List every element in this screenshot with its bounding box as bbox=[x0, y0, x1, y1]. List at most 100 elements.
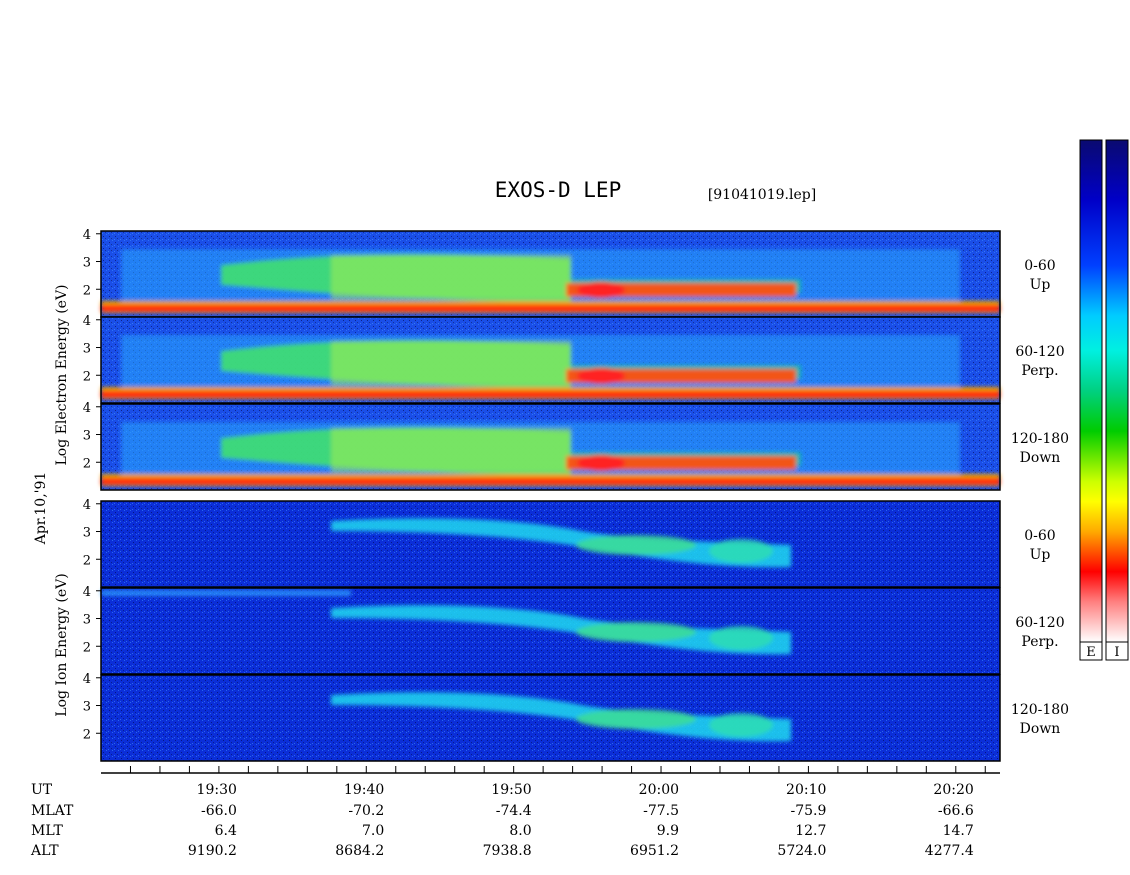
panel-spectrum bbox=[101, 422, 1000, 486]
colorbar bbox=[1079, 139, 1103, 643]
colorbar-label-box bbox=[1079, 641, 1103, 661]
y-tick-label: 3 bbox=[83, 526, 91, 541]
yellow-green-band bbox=[331, 255, 571, 299]
row-value: 14.7 bbox=[943, 823, 974, 839]
row-value: -66.0 bbox=[201, 803, 237, 819]
band-label: 0-60 bbox=[1024, 258, 1055, 274]
low-energy-band-core bbox=[101, 391, 1000, 398]
row-value: 20:20 bbox=[933, 782, 973, 798]
direction-label: Down bbox=[1020, 450, 1061, 466]
electron-ylabel: Log Electron Energy (eV) bbox=[54, 284, 70, 465]
row-label: MLAT bbox=[31, 803, 74, 819]
row-value: 8684.2 bbox=[335, 843, 384, 859]
row-value: -75.9 bbox=[791, 803, 827, 819]
row-value: 19:30 bbox=[197, 782, 237, 798]
y-tick-label: 4 bbox=[83, 228, 91, 243]
direction-label: Perp. bbox=[1021, 363, 1058, 379]
chart-title: EXOS-D LEP bbox=[495, 178, 621, 202]
direction-label: Down bbox=[1020, 721, 1061, 737]
band-label: 0-60 bbox=[1024, 528, 1055, 544]
row-value: 19:50 bbox=[491, 782, 531, 798]
y-tick-label: 2 bbox=[83, 456, 91, 471]
row-label: UT bbox=[31, 782, 53, 798]
panel-frame bbox=[100, 316, 1001, 404]
ion-green-patch bbox=[576, 535, 696, 555]
row-value: 6951.2 bbox=[630, 843, 679, 859]
row-value: 7938.8 bbox=[483, 843, 532, 859]
panel-frame bbox=[100, 587, 1001, 675]
direction-label: Up bbox=[1030, 547, 1051, 563]
ion-green-patch bbox=[709, 539, 773, 563]
ion-green-patch bbox=[709, 626, 773, 650]
panel-noise bbox=[101, 501, 1000, 587]
spectrogram-panel: 4 3 2 0-60 Up bbox=[83, 498, 1056, 588]
row-value: -77.5 bbox=[643, 803, 679, 819]
y-tick-label: 4 bbox=[83, 401, 91, 416]
row-value: 6.4 bbox=[215, 823, 237, 839]
panel-frame bbox=[100, 500, 1001, 588]
yellow-green-band bbox=[331, 428, 571, 472]
red-feature bbox=[566, 369, 796, 383]
band-label: 120-180 bbox=[1011, 431, 1069, 447]
panel-spectrum bbox=[331, 692, 791, 742]
red-spot bbox=[577, 282, 625, 298]
row-value: 20:10 bbox=[786, 782, 826, 798]
band-label: 60-120 bbox=[1015, 615, 1064, 631]
row-label: MLT bbox=[31, 823, 63, 839]
y-tick-label: 3 bbox=[83, 700, 91, 715]
band-label: 60-120 bbox=[1015, 344, 1064, 360]
low-energy-band-core bbox=[101, 305, 1000, 312]
band-label: 120-180 bbox=[1011, 702, 1069, 718]
row-value: 12.7 bbox=[795, 823, 826, 839]
y-tick-label: 3 bbox=[83, 429, 91, 444]
row-value: -70.2 bbox=[348, 803, 384, 819]
row-value: 9190.2 bbox=[188, 843, 237, 859]
y-tick-label: 4 bbox=[83, 585, 91, 600]
direction-label: Perp. bbox=[1021, 634, 1058, 650]
y-tick-label: 4 bbox=[83, 314, 91, 329]
panel-spectrum bbox=[331, 518, 791, 568]
ion-cyan-band bbox=[331, 518, 791, 568]
row-value: 8.0 bbox=[509, 823, 531, 839]
panel-spectrum bbox=[101, 590, 791, 655]
panel-noise bbox=[101, 588, 1000, 674]
y-tick-label: 2 bbox=[83, 283, 91, 298]
colorbar-label: E bbox=[1086, 645, 1096, 660]
low-energy-band-core bbox=[101, 478, 1000, 485]
ion-edge-band bbox=[101, 590, 351, 596]
red-spot bbox=[577, 455, 625, 471]
red-feature bbox=[566, 283, 796, 297]
spectrogram-panel: 4 3 2 120-180 Down bbox=[83, 401, 1069, 491]
spectrogram-panel: 4 3 2 0-60 Up bbox=[83, 228, 1056, 318]
colorbar-label-box bbox=[1105, 641, 1129, 661]
y-tick-label: 4 bbox=[83, 498, 91, 513]
y-tick-label: 2 bbox=[83, 553, 91, 568]
ion-cyan-band bbox=[331, 605, 791, 655]
panel-spectrum bbox=[101, 335, 1000, 399]
red-feature bbox=[566, 456, 796, 470]
row-value: 20:00 bbox=[639, 782, 679, 798]
y-tick-label: 2 bbox=[83, 369, 91, 384]
panel-noise bbox=[101, 675, 1000, 761]
colorbar bbox=[1105, 139, 1129, 643]
file-name: [91041019.lep] bbox=[708, 187, 816, 203]
ion-ylabel: Log Ion Energy (eV) bbox=[54, 573, 70, 716]
row-value: 4277.4 bbox=[925, 843, 974, 859]
y-tick-label: 3 bbox=[83, 613, 91, 628]
row-label: ALT bbox=[30, 843, 59, 859]
panel-spectrum bbox=[101, 249, 1000, 313]
panel-frame bbox=[100, 403, 1001, 491]
ion-green-patch bbox=[576, 622, 696, 642]
y-tick-label: 2 bbox=[83, 727, 91, 742]
colorbar-label: I bbox=[1114, 645, 1119, 660]
row-value: 5724.0 bbox=[777, 843, 826, 859]
spectrogram-panel: 4 3 2 60-120 Perp. bbox=[83, 314, 1065, 404]
row-value: -74.4 bbox=[496, 803, 532, 819]
date-label: Apr.10,'91 bbox=[33, 472, 49, 546]
yellow-green-band bbox=[331, 341, 571, 385]
spectrogram-panel: 4 3 2 60-120 Perp. bbox=[83, 585, 1065, 675]
row-value: -66.6 bbox=[938, 803, 974, 819]
row-value: 9.9 bbox=[657, 823, 679, 839]
y-tick-label: 4 bbox=[83, 672, 91, 687]
